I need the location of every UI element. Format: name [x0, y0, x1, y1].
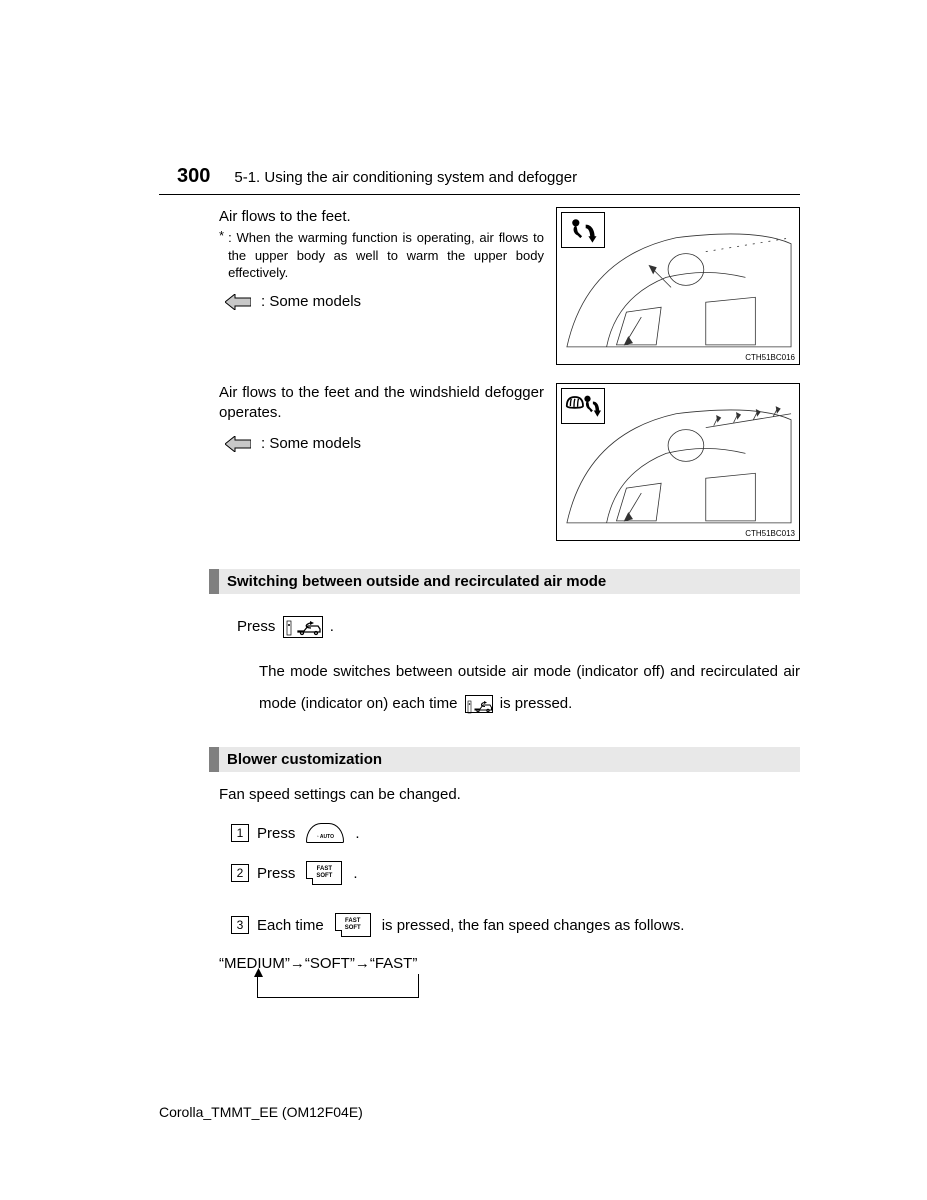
figure-code: CTH51BC013	[745, 529, 795, 538]
recirc-button-icon	[283, 616, 323, 638]
step-text-pre: Press	[257, 865, 295, 882]
heading-air-mode-label: Switching between outside and recirculat…	[219, 569, 800, 594]
fast-soft-button-icon: FAST SOFT	[306, 861, 342, 885]
step-text-post: .	[353, 865, 357, 882]
page-number: 300	[177, 165, 210, 188]
arrow-up-icon	[254, 968, 263, 977]
airflow-feet-title: Air flows to the feet.	[219, 207, 544, 227]
mode-text-2: is pressed.	[496, 695, 573, 712]
step-text-post: .	[355, 825, 359, 842]
footnote-mark: *	[219, 227, 224, 280]
cycle-fast: “FAST”	[370, 955, 418, 972]
feet-airflow-icon	[561, 212, 605, 248]
step-3: 3 Each time FAST SOFT is pressed, the fa…	[231, 913, 800, 937]
airflow-feet-defrost-title: Air flows to the feet and the windshield…	[219, 383, 544, 424]
section-title: 5-1. Using the air conditioning system a…	[234, 169, 577, 186]
figure-code: CTH51BC016	[745, 353, 795, 362]
some-models-label: : Some models	[261, 434, 361, 454]
figure-feet-defrost: CTH51BC013	[556, 383, 800, 541]
header-rule	[159, 194, 800, 195]
step-1: 1 Press ▫ AUTO .	[231, 823, 800, 843]
footnote-text: : When the warming function is operating…	[228, 229, 544, 282]
step-number: 2	[231, 864, 249, 882]
step-number: 1	[231, 824, 249, 842]
step-number: 3	[231, 916, 249, 934]
fast-soft-button-icon: FAST SOFT	[335, 913, 371, 937]
fan-speed-cycle: “MEDIUM”→“SOFT”→“FAST”	[219, 955, 800, 972]
footer-doc-id: Corolla_TMMT_EE (OM12F04E)	[159, 1104, 363, 1120]
arrow-left-icon	[225, 436, 251, 452]
blower-intro: Fan speed settings can be changed.	[219, 784, 800, 805]
arrow-right-icon: →	[290, 955, 305, 972]
arrow-left-icon	[225, 294, 251, 310]
press-word: Press	[237, 618, 275, 635]
heading-air-mode: Switching between outside and recirculat…	[209, 569, 800, 594]
some-models-label: : Some models	[261, 292, 361, 312]
step-text-pre: Press	[257, 825, 295, 842]
auto-button-icon: ▫ AUTO	[306, 823, 344, 843]
recirc-button-icon	[465, 695, 493, 713]
feet-defrost-icon	[561, 388, 605, 424]
mode-switch-explain: The mode switches between outside air mo…	[259, 656, 800, 719]
press-recirc-line: Press .	[237, 616, 800, 638]
figure-feet-airflow: CTH51BC016	[556, 207, 800, 365]
cycle-return-line	[257, 974, 419, 998]
arrow-right-icon: →	[355, 955, 370, 972]
cycle-soft: “SOFT”	[305, 955, 355, 972]
heading-blower-label: Blower customization	[219, 747, 800, 772]
step-2: 2 Press FAST SOFT .	[231, 861, 800, 885]
period: .	[330, 618, 334, 635]
heading-blower: Blower customization	[209, 747, 800, 772]
step-text-pre: Each time	[257, 917, 324, 934]
step-text-post: is pressed, the fan speed changes as fol…	[382, 917, 685, 934]
